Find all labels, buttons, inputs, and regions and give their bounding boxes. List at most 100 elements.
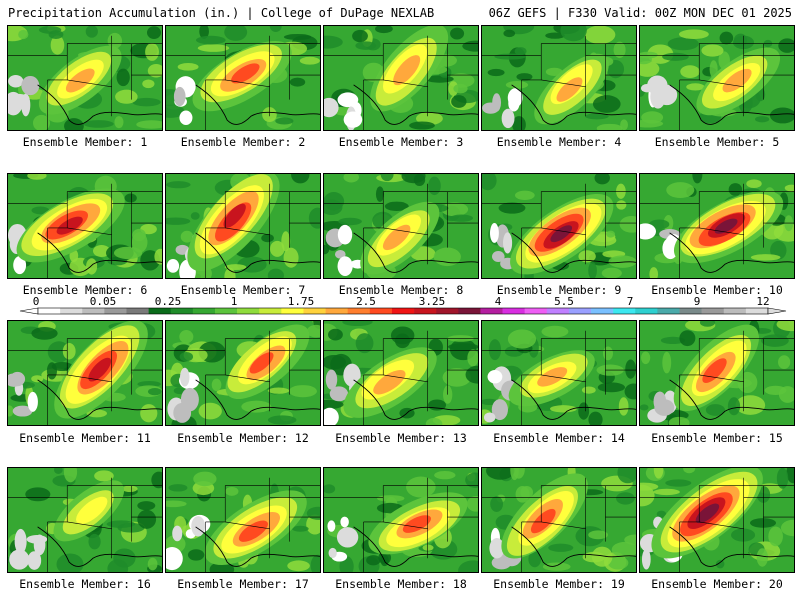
- ensemble-member-panel: [639, 173, 795, 279]
- colorbar-swatch: [148, 308, 172, 314]
- ensemble-member-label: Ensemble Member: 16: [19, 577, 151, 591]
- colorbar-left-arrow: [19, 307, 39, 315]
- ensemble-member-label: Ensemble Member: 9: [496, 283, 622, 297]
- ensemble-member-panel: [7, 25, 163, 131]
- colorbar-tick-label: 4: [495, 296, 502, 308]
- ensemble-member-panel: [481, 25, 637, 131]
- precip-map: [324, 321, 478, 425]
- colorbar-swatch: [192, 308, 216, 314]
- colorbar-swatch: [679, 308, 702, 314]
- colorbar-swatch: [591, 308, 614, 314]
- colorbar-swatch: [657, 308, 680, 314]
- colorbar-right-arrow: [767, 307, 787, 315]
- precip-map: [166, 468, 320, 572]
- colorbar-swatch: [259, 308, 282, 314]
- ensemble-member-label: Ensemble Member: 8: [338, 283, 464, 297]
- colorbar-swatch: [524, 308, 548, 314]
- ensemble-member-panel: [481, 467, 637, 573]
- precip-map: [324, 468, 478, 572]
- precip-map: [8, 321, 162, 425]
- precip-map: [482, 321, 636, 425]
- colorbar-swatch: [104, 308, 127, 314]
- ensemble-member-panel: [639, 467, 795, 573]
- ensemble-member-panel: [165, 320, 321, 426]
- colorbar-swatch: [237, 308, 260, 314]
- colorbar-swatch: [745, 308, 769, 314]
- colorbar-swatch: [60, 308, 83, 314]
- colorbar-swatch: [303, 308, 326, 314]
- ensemble-member-panel: [481, 320, 637, 426]
- model-run-info: 06Z GEFS | F330 Valid: 00Z MON DEC 01 20…: [488, 6, 792, 20]
- colorbar-swatch: [281, 308, 304, 314]
- ensemble-member-panel: [165, 173, 321, 279]
- colorbar-swatch: [214, 308, 238, 314]
- precip-map: [482, 174, 636, 278]
- colorbar-swatch: [502, 308, 525, 314]
- ensemble-member-panel: [323, 25, 479, 131]
- colorbar-tick-label: 7: [627, 296, 634, 308]
- ensemble-member-label: Ensemble Member: 11: [19, 431, 151, 445]
- precip-map: [8, 26, 162, 130]
- ensemble-member-label: Ensemble Member: 18: [335, 577, 467, 591]
- precip-map: [324, 174, 478, 278]
- map-title: Precipitation Accumulation (in.) | Colle…: [8, 6, 435, 20]
- colorbar-tick-label: 3.25: [419, 296, 446, 308]
- ensemble-member-label: Ensemble Member: 7: [180, 283, 306, 297]
- ensemble-member-label: Ensemble Member: 6: [22, 283, 148, 297]
- precip-map: [482, 26, 636, 130]
- precip-map: [8, 468, 162, 572]
- colorbar-swatch: [701, 308, 725, 314]
- colorbar-tick-label: 2.5: [356, 296, 376, 308]
- colorbar-swatch: [480, 308, 503, 314]
- colorbar-swatch: [170, 308, 194, 314]
- colorbar-swatch: [458, 308, 481, 314]
- ensemble-member-label: Ensemble Member: 15: [651, 431, 783, 445]
- colorbar-tick-label: 1: [231, 296, 238, 308]
- colorbar-swatch: [38, 308, 61, 314]
- colorbar-tick-label: 0.05: [90, 296, 117, 308]
- ensemble-member-label: Ensemble Member: 1: [22, 135, 148, 149]
- colorbar-swatch: [347, 308, 371, 314]
- ensemble-member-panel: [7, 173, 163, 279]
- ensemble-member-label: Ensemble Member: 10: [651, 283, 783, 297]
- ensemble-member-label: Ensemble Member: 12: [177, 431, 309, 445]
- precip-map: [640, 468, 794, 572]
- precip-map: [640, 26, 794, 130]
- ensemble-member-panel: [639, 25, 795, 131]
- ensemble-member-panel: [7, 320, 163, 426]
- colorbar-tick-label: 0.25: [155, 296, 182, 308]
- precip-map: [482, 468, 636, 572]
- ensemble-member-label: Ensemble Member: 20: [651, 577, 783, 591]
- ensemble-member-panel: [481, 173, 637, 279]
- colorbar-swatch: [82, 308, 105, 314]
- colorbar-tick-label: 5.5: [554, 296, 574, 308]
- precip-map: [8, 174, 162, 278]
- ensemble-member-panel: [323, 173, 479, 279]
- ensemble-member-panel: [323, 320, 479, 426]
- precip-map: [166, 321, 320, 425]
- ensemble-member-panel: [639, 320, 795, 426]
- colorbar-swatch: [369, 308, 393, 314]
- ensemble-member-panel: [165, 467, 321, 573]
- colorbar-swatch: [436, 308, 459, 314]
- colorbar-swatch: [391, 308, 415, 314]
- ensemble-member-panel: [323, 467, 479, 573]
- colorbar-swatch: [613, 308, 636, 314]
- colorbar-swatch: [325, 308, 348, 314]
- colorbar-swatch: [126, 308, 149, 314]
- ensemble-member-label: Ensemble Member: 3: [338, 135, 464, 149]
- colorbar-swatch: [635, 308, 658, 314]
- ensemble-member-label: Ensemble Member: 14: [493, 431, 625, 445]
- colorbar-swatch: [546, 308, 570, 314]
- ensemble-member-label: Ensemble Member: 2: [180, 135, 306, 149]
- colorbar-tick-label: 9: [694, 296, 701, 308]
- colorbar-swatch: [568, 308, 592, 314]
- colorbar-tick-label: 12: [756, 296, 769, 308]
- precipitation-colorbar: 0 0.05 0.25 1 1.75 2.5 3.25 4 5.5 7 9 12: [0, 296, 800, 322]
- ensemble-member-label: Ensemble Member: 13: [335, 431, 467, 445]
- ensemble-member-label: Ensemble Member: 19: [493, 577, 625, 591]
- ensemble-member-panel: [7, 467, 163, 573]
- precip-map: [166, 26, 320, 130]
- precip-map: [324, 26, 478, 130]
- ensemble-member-label: Ensemble Member: 17: [177, 577, 309, 591]
